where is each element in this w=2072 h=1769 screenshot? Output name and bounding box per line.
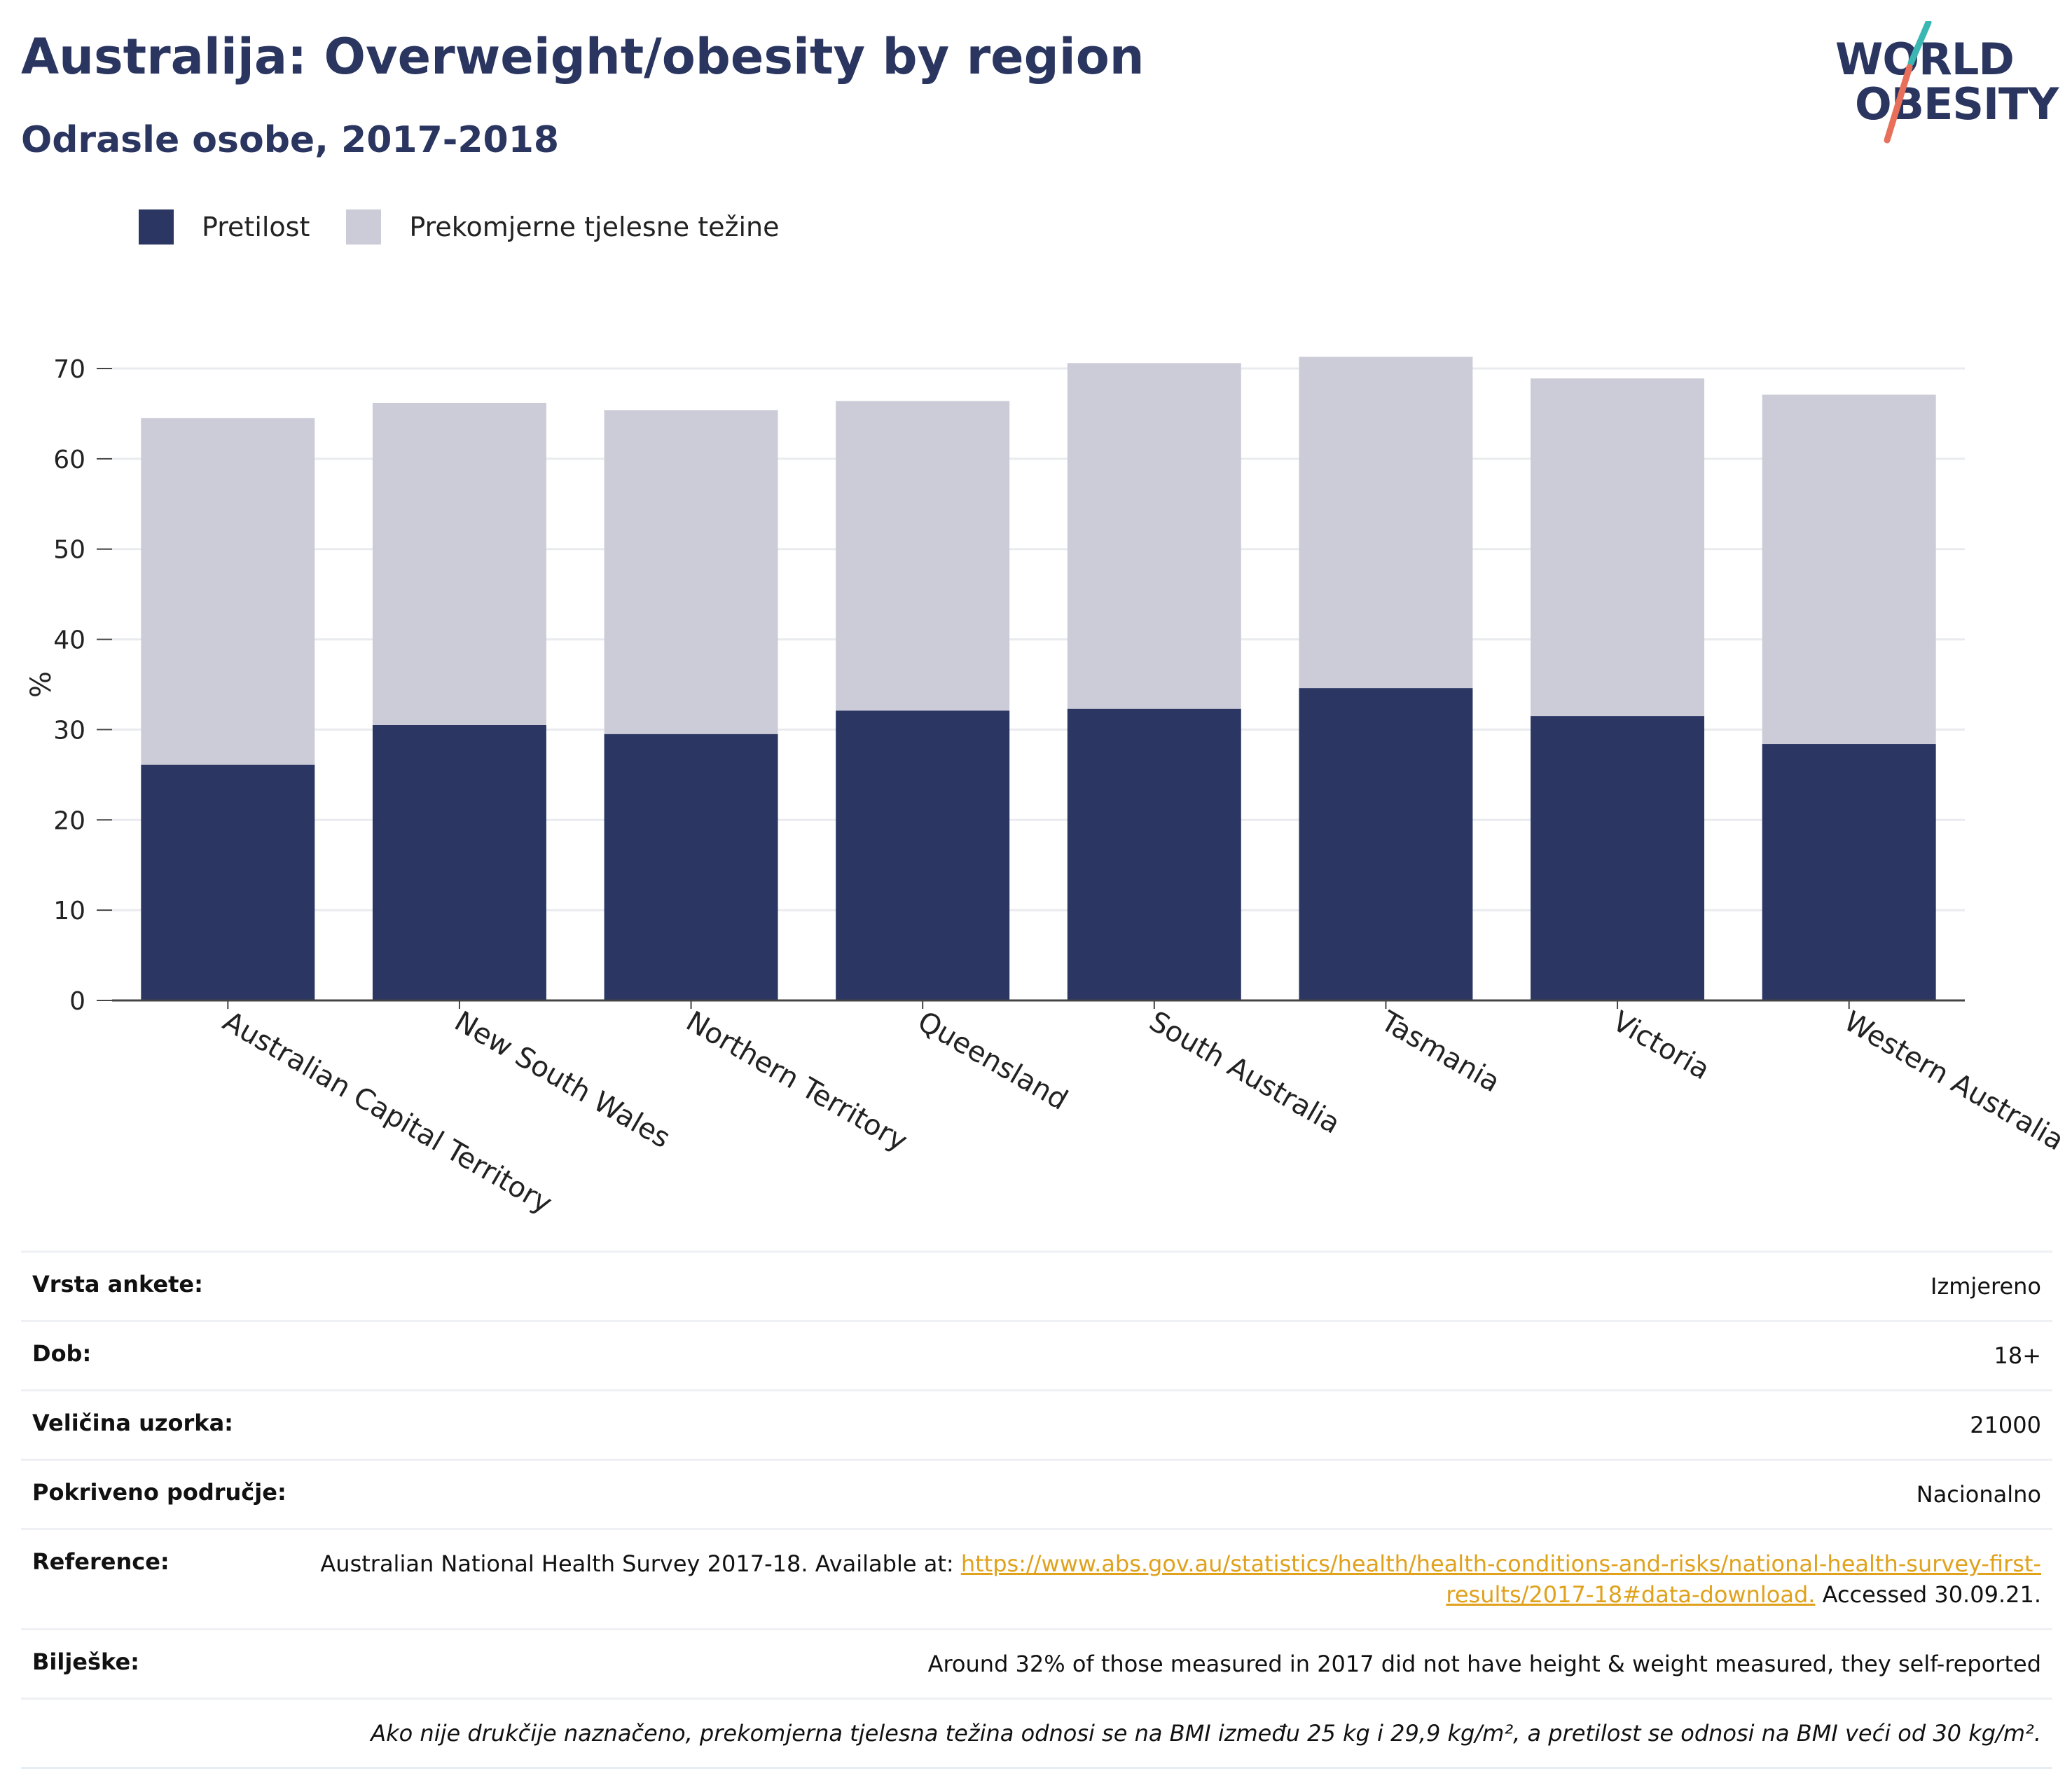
info-row-definition: Ako nije drukčije naznačeno, prekomjerna… bbox=[21, 1700, 2052, 1769]
bar-overweight[interactable] bbox=[836, 401, 1010, 711]
bar-overweight[interactable] bbox=[1299, 357, 1473, 689]
reference-link[interactable]: https://www.abs.gov.au/statistics/health… bbox=[960, 1550, 2041, 1608]
bar-obesity[interactable] bbox=[1762, 744, 1936, 1000]
info-row-age: Dob: 18+ bbox=[21, 1322, 2052, 1391]
bar-overweight[interactable] bbox=[1067, 363, 1241, 709]
x-tick-label: Western Australia bbox=[1839, 1005, 2069, 1157]
x-tick-label: South Australia bbox=[1144, 1005, 1346, 1141]
x-tick-label: New South Wales bbox=[449, 1005, 676, 1155]
bar-overweight[interactable] bbox=[1531, 378, 1705, 717]
y-tick-label: 60 bbox=[53, 446, 85, 474]
info-row-survey-type: Vrsta ankete: Izmjereno bbox=[21, 1253, 2052, 1322]
bars bbox=[141, 357, 1936, 1000]
coverage-label: Pokriveno područje: bbox=[32, 1479, 286, 1506]
age-value: 18+ bbox=[1994, 1342, 2041, 1369]
legend-swatch-obesity bbox=[139, 209, 174, 245]
y-tick-label: 40 bbox=[53, 626, 85, 655]
y-tick-label: 50 bbox=[53, 536, 85, 565]
y-tick-label: 30 bbox=[53, 716, 85, 745]
survey-type-value: Izmjereno bbox=[1931, 1273, 2041, 1300]
bar-overweight[interactable] bbox=[141, 418, 315, 765]
logo-word-obesity: OBESITY bbox=[1855, 78, 2059, 130]
notes-label: Bilješke: bbox=[32, 1648, 139, 1675]
bar-overweight[interactable] bbox=[372, 402, 546, 725]
y-axis-label: % bbox=[25, 671, 57, 698]
bar-obesity[interactable] bbox=[372, 724, 546, 1000]
bar-obesity[interactable] bbox=[1067, 708, 1241, 1000]
bar-obesity[interactable] bbox=[141, 764, 315, 1000]
y-tick-label: 70 bbox=[53, 355, 85, 384]
y-tick-label: 0 bbox=[69, 987, 85, 1016]
info-row-reference: Reference: Australian National Health Su… bbox=[21, 1530, 2052, 1630]
bar-overweight[interactable] bbox=[1762, 394, 1936, 745]
y-tick-label: 10 bbox=[53, 897, 85, 925]
legend-label-obesity: Pretilost bbox=[202, 212, 310, 242]
chart-legend: Pretilost Prekomjerne tjelesne težine bbox=[139, 209, 816, 245]
survey-type-label: Vrsta ankete: bbox=[32, 1271, 203, 1298]
x-tick-label: Northern Territory bbox=[681, 1005, 913, 1158]
bar-obesity[interactable] bbox=[604, 734, 778, 1000]
info-row-notes: Bilješke: Around 32% of those measured i… bbox=[21, 1630, 2052, 1700]
bar-overweight[interactable] bbox=[604, 410, 778, 734]
chart-subtitle: Odrasle osobe, 2017-2018 bbox=[21, 119, 560, 161]
definition-note: Ako nije drukčije naznačeno, prekomjerna… bbox=[371, 1720, 2041, 1747]
chart-title: Australija: Overweight/obesity by region bbox=[21, 28, 1145, 85]
x-tick-label: Queensland bbox=[912, 1005, 1073, 1117]
coverage-value: Nacionalno bbox=[1916, 1481, 2041, 1508]
legend-item-obesity[interactable]: Pretilost bbox=[139, 209, 310, 245]
bar-obesity[interactable] bbox=[836, 710, 1010, 1000]
world-obesity-logo: WORLD OBESITY bbox=[1828, 21, 2059, 147]
reference-text: Australian National Health Survey 2017-1… bbox=[320, 1550, 961, 1577]
x-tick-label: Victoria bbox=[1607, 1005, 1715, 1087]
age-label: Dob: bbox=[32, 1340, 92, 1367]
sample-size-value: 21000 bbox=[1970, 1412, 2041, 1438]
y-tick-label: 20 bbox=[53, 806, 85, 835]
reference-accessed: Accessed 30.09.21. bbox=[1815, 1581, 2041, 1608]
x-tick-label: Tasmania bbox=[1375, 1005, 1505, 1099]
notes-value: Around 32% of those measured in 2017 did… bbox=[927, 1651, 2041, 1677]
legend-label-overweight: Prekomjerne tjelesne težine bbox=[409, 212, 780, 242]
bar-obesity[interactable] bbox=[1531, 716, 1705, 1000]
logo-slash-icon bbox=[1884, 21, 1932, 144]
info-row-coverage: Pokriveno područje: Nacionalno bbox=[21, 1461, 2052, 1530]
legend-swatch-overweight bbox=[346, 209, 382, 245]
reference-value: Australian National Health Survey 2017-1… bbox=[198, 1548, 2041, 1610]
legend-item-overweight[interactable]: Prekomjerne tjelesne težine bbox=[346, 209, 780, 245]
sample-size-label: Veličina uzorka: bbox=[32, 1410, 233, 1436]
bar-obesity[interactable] bbox=[1299, 688, 1473, 1000]
logo-word-world: WORLD bbox=[1835, 34, 2015, 85]
reference-label: Reference: bbox=[32, 1548, 170, 1575]
info-row-sample-size: Veličina uzorka: 21000 bbox=[21, 1391, 2052, 1461]
survey-info-table: Vrsta ankete: Izmjereno Dob: 18+ Veličin… bbox=[21, 1251, 2052, 1769]
